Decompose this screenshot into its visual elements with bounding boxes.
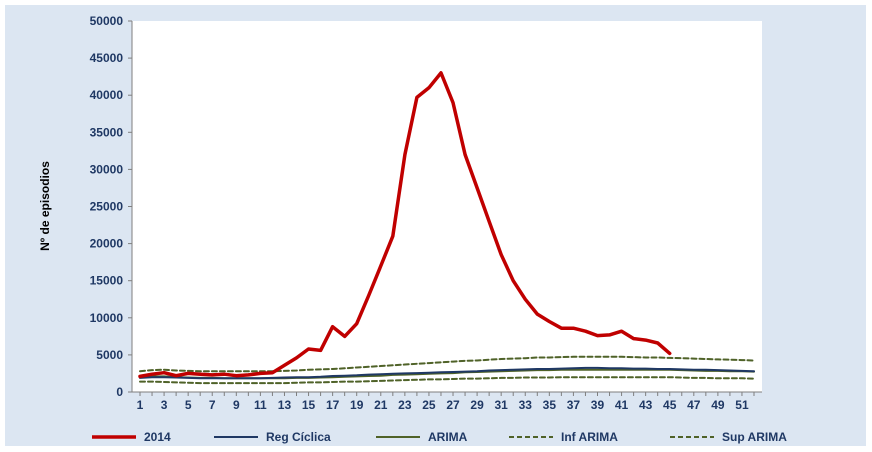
legend-label-3: Inf ARIMA [561, 430, 618, 444]
x-tick-label: 45 [663, 398, 677, 412]
x-tick-label: 29 [470, 398, 484, 412]
x-tick-label: 9 [233, 398, 240, 412]
x-tick-label: 21 [374, 398, 388, 412]
x-tick-label: 33 [519, 398, 533, 412]
y-tick-label: 35000 [90, 125, 124, 139]
series-line-0 [138, 71, 672, 379]
legend-label-0: 2014 [144, 430, 171, 444]
x-tick-label: 25 [422, 398, 436, 412]
y-tick-label: 45000 [90, 51, 124, 65]
plot-area [132, 21, 762, 392]
legend-label-2: ARIMA [428, 430, 468, 444]
chart-legend: 2014 Reg Cíclica ARIMA Inf ARIMA Sup ARIMA [92, 430, 787, 444]
y-tick-label: 10000 [90, 311, 124, 325]
series-layer [138, 71, 755, 385]
x-tick-label: 7 [209, 398, 216, 412]
x-tick-label: 43 [639, 398, 653, 412]
x-tick-label: 49 [711, 398, 725, 412]
x-tick-label: 15 [302, 398, 316, 412]
x-tick-label: 35 [543, 398, 557, 412]
x-tick-label: 11 [254, 398, 267, 412]
y-tick-label: 0 [116, 385, 123, 399]
series-line-1 [139, 366, 755, 380]
x-tick-label: 3 [161, 398, 168, 412]
x-tick-label: 17 [326, 398, 340, 412]
x-tick-label: 23 [398, 398, 412, 412]
x-tick-label: 5 [185, 398, 192, 412]
x-tick-label: 19 [350, 398, 364, 412]
x-tick-label: 39 [591, 398, 605, 412]
x-axis-ticks: 1 3 5 7 9 11 13 15 17 19 21 23 25 27 29 31 33 35 37 39 41 43 4… [137, 392, 755, 412]
x-tick-label: 31 [494, 398, 508, 412]
x-tick-label: 37 [567, 398, 581, 412]
y-axis-ticks: 0 5000 10000 15000 20000 25000 30000 35000 40000… [90, 14, 132, 399]
y-tick-label: 50000 [90, 14, 124, 28]
x-tick-label: 41 [615, 398, 629, 412]
y-axis-label: Nº de episodios [38, 161, 52, 251]
y-tick-label: 40000 [90, 88, 124, 102]
legend-label-4: Sup ARIMA [722, 430, 787, 444]
x-tick-label: 51 [735, 398, 749, 412]
x-tick-label: 13 [278, 398, 292, 412]
x-tick-label: 27 [446, 398, 460, 412]
series-line-3 [139, 376, 755, 385]
series-line-4 [139, 355, 755, 373]
x-tick-label: 1 [137, 398, 144, 412]
legend-label-1: Reg Cíclica [266, 430, 331, 444]
y-tick-label: 25000 [90, 200, 124, 214]
y-tick-label: 15000 [90, 274, 124, 288]
x-tick-label: 47 [687, 398, 701, 412]
y-tick-label: 5000 [96, 348, 123, 362]
y-tick-label: 20000 [90, 237, 124, 251]
y-tick-label: 30000 [90, 162, 124, 176]
